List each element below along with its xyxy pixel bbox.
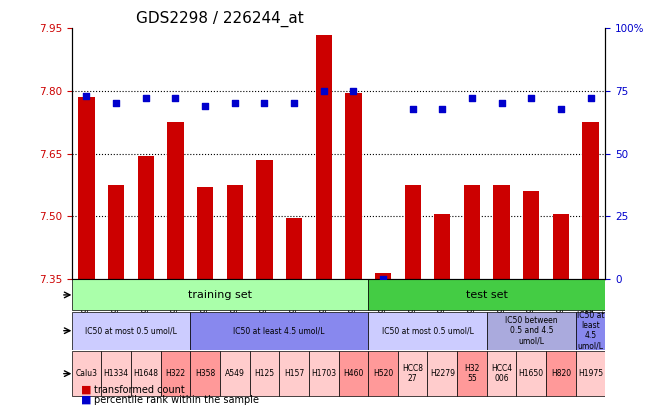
Bar [227, 185, 243, 279]
Text: H460: H460 [343, 369, 363, 378]
Bar [108, 185, 124, 279]
FancyBboxPatch shape [279, 351, 309, 396]
FancyBboxPatch shape [220, 351, 249, 396]
Text: IC50 at most 0.5 umol/L: IC50 at most 0.5 umol/L [85, 326, 177, 335]
Point [318, 88, 329, 94]
Text: H125: H125 [255, 369, 275, 378]
Bar [167, 122, 184, 279]
Point [259, 100, 270, 107]
Bar [464, 185, 480, 279]
FancyBboxPatch shape [487, 351, 516, 396]
FancyBboxPatch shape [72, 351, 102, 396]
Point [81, 93, 92, 99]
Text: IC50 at least 4.5 umol/L: IC50 at least 4.5 umol/L [234, 326, 325, 335]
Point [467, 95, 477, 102]
Text: H1648: H1648 [133, 369, 158, 378]
Point [408, 105, 418, 112]
Bar [286, 218, 302, 279]
Point [497, 100, 507, 107]
FancyBboxPatch shape [575, 312, 605, 350]
Point [230, 100, 240, 107]
Text: H1975: H1975 [578, 369, 603, 378]
Text: H1650: H1650 [519, 369, 544, 378]
Point [526, 95, 536, 102]
Point [289, 100, 299, 107]
FancyBboxPatch shape [575, 351, 605, 396]
Point [170, 95, 180, 102]
FancyBboxPatch shape [487, 312, 575, 350]
Bar [345, 93, 361, 279]
FancyBboxPatch shape [309, 351, 339, 396]
Text: transformed count: transformed count [94, 385, 185, 395]
Text: HCC4
006: HCC4 006 [491, 364, 512, 384]
Point [437, 105, 447, 112]
FancyBboxPatch shape [516, 351, 546, 396]
Bar [256, 160, 273, 279]
Text: Calu3: Calu3 [76, 369, 98, 378]
Bar [583, 122, 599, 279]
Text: H322: H322 [165, 369, 186, 378]
Point [556, 105, 566, 112]
Text: IC50 at
least
4.5
umol/L: IC50 at least 4.5 umol/L [577, 311, 604, 351]
Bar [137, 156, 154, 279]
Point [111, 100, 121, 107]
Text: H820: H820 [551, 369, 571, 378]
Bar [375, 273, 391, 279]
Point [141, 95, 151, 102]
Bar [78, 97, 94, 279]
Text: H1334: H1334 [104, 369, 129, 378]
Bar [553, 214, 569, 279]
Text: IC50 between
0.5 and 4.5
umol/L: IC50 between 0.5 and 4.5 umol/L [505, 316, 558, 345]
FancyBboxPatch shape [546, 351, 575, 396]
Text: H32
55: H32 55 [464, 364, 480, 384]
Point [585, 95, 596, 102]
Text: H157: H157 [284, 369, 304, 378]
Point [348, 88, 359, 94]
Text: ■: ■ [81, 394, 92, 405]
Point [378, 275, 388, 282]
Text: GDS2298 / 226244_at: GDS2298 / 226244_at [135, 11, 303, 27]
FancyBboxPatch shape [368, 279, 605, 310]
FancyBboxPatch shape [457, 351, 487, 396]
FancyBboxPatch shape [428, 351, 457, 396]
FancyBboxPatch shape [190, 351, 220, 396]
Text: ■: ■ [81, 384, 92, 394]
FancyBboxPatch shape [249, 351, 279, 396]
Bar [316, 34, 332, 279]
Bar [523, 191, 540, 279]
Text: H2279: H2279 [430, 369, 455, 378]
Text: H1703: H1703 [311, 369, 337, 378]
Bar [197, 187, 214, 279]
Bar [434, 214, 450, 279]
FancyBboxPatch shape [339, 351, 368, 396]
FancyBboxPatch shape [368, 312, 487, 350]
FancyBboxPatch shape [398, 351, 428, 396]
FancyBboxPatch shape [102, 351, 131, 396]
Text: H520: H520 [373, 369, 393, 378]
Text: A549: A549 [225, 369, 245, 378]
Text: IC50 at most 0.5 umol/L: IC50 at most 0.5 umol/L [381, 326, 473, 335]
FancyBboxPatch shape [190, 312, 368, 350]
Text: test set: test set [466, 290, 508, 300]
FancyBboxPatch shape [161, 351, 190, 396]
Text: training set: training set [188, 290, 252, 300]
Text: percentile rank within the sample: percentile rank within the sample [94, 395, 259, 405]
Text: HCC8
27: HCC8 27 [402, 364, 423, 384]
Bar [404, 185, 421, 279]
Text: H358: H358 [195, 369, 215, 378]
FancyBboxPatch shape [131, 351, 161, 396]
FancyBboxPatch shape [72, 312, 190, 350]
Bar [493, 185, 510, 279]
Point [200, 103, 210, 109]
FancyBboxPatch shape [368, 351, 398, 396]
FancyBboxPatch shape [72, 279, 368, 310]
